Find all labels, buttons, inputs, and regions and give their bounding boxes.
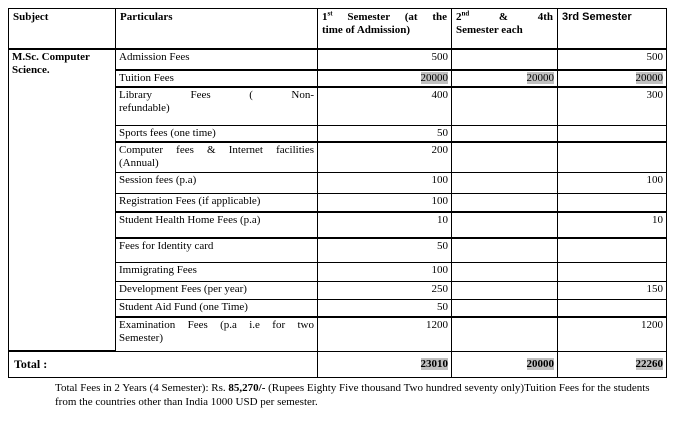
sem3-value: 150 — [557, 280, 667, 300]
total-amount: 85,270/- — [228, 382, 266, 394]
particulars-cell: Computer fees & Internet facilities (Ann… — [115, 141, 318, 173]
sem3-value: 20000 — [557, 69, 667, 88]
col-header-subject-label: Subject — [13, 11, 49, 23]
sem1-value: 50 — [317, 298, 452, 318]
fee-structure-table: Subject Particulars 1st Semester (at the… — [8, 8, 667, 378]
total-label: Total : — [14, 356, 48, 371]
subject-cell: M.Sc. Computer Science. — [8, 48, 116, 352]
sem1-value: 400 — [317, 86, 452, 126]
total-sem3: 22260 — [557, 350, 667, 378]
sem3-value: 1200 — [557, 316, 667, 352]
highlighted-value: 20000 — [526, 71, 554, 84]
particulars-cell: Session fees (p.a) — [115, 171, 318, 194]
table-header-row: Subject Particulars 1st Semester (at the… — [8, 8, 667, 50]
sem3-value — [557, 141, 667, 173]
sem1-value: 200 — [317, 141, 452, 173]
ordinal-superscript: nd — [461, 9, 470, 18]
sem1-value: 500 — [317, 48, 452, 71]
particulars-cell: Fees for Identity card — [115, 237, 318, 263]
sem1-value: 100 — [317, 192, 452, 213]
col-header-sem2-line1: 2nd & 4th — [456, 9, 553, 23]
sem1-value: 10 — [317, 211, 452, 239]
sem1-value: 100 — [317, 171, 452, 194]
col-header-sem1-line1: 1st Semester (at the — [322, 9, 447, 23]
sem2-value — [451, 211, 558, 239]
table-row: Tuition Fees 20000 20000 20000 — [9, 69, 667, 88]
col-header-sem3-label: 3rd Semester — [562, 11, 632, 23]
sem3-value: 300 — [557, 86, 667, 126]
footer-line2: from the countries other than India 1000… — [55, 396, 318, 408]
total-label-cell: Total : — [8, 350, 318, 378]
col-header-sem1-line2: time of Admission) — [322, 24, 410, 36]
col-header-sem1: 1st Semester (at the time of Admission) — [317, 8, 452, 50]
particulars-cell: Examination Fees (p.a i.e for two Semest… — [115, 316, 318, 352]
sem3-value — [557, 237, 667, 263]
sem2-value — [451, 280, 558, 300]
table-row: Library Fees ( Non- refundable) 400 300 — [9, 86, 667, 126]
sem3-value: 10 — [557, 211, 667, 239]
ordinal-superscript: st — [327, 9, 333, 18]
table-row: Student Health Home Fees (p.a) 10 10 — [9, 211, 667, 239]
col-header-sem2: 2nd & 4th Semester each — [451, 8, 558, 50]
total-sem2: 20000 — [451, 350, 558, 378]
total-sem1: 23010 — [317, 350, 452, 378]
sem1-value: 250 — [317, 280, 452, 300]
sem2-value — [451, 171, 558, 194]
footer-line1: Total Fees in 2 Years (4 Semester): Rs. … — [55, 382, 650, 394]
table-row: Computer fees & Internet facilities (Ann… — [9, 141, 667, 173]
total-row: Total : 23010 20000 22260 — [8, 350, 667, 378]
footer-note: Total Fees in 2 Years (4 Semester): Rs. … — [55, 381, 667, 409]
sem1-value: 50 — [317, 237, 452, 263]
sem2-value — [451, 125, 558, 143]
sem2-value — [451, 192, 558, 213]
table-row: Examination Fees (p.a i.e for two Semest… — [9, 316, 667, 352]
sem2-value — [451, 48, 558, 71]
sem3-value: 100 — [557, 171, 667, 194]
table-row: Registration Fees (if applicable) 100 — [9, 192, 667, 213]
sem3-value — [557, 298, 667, 318]
col-header-subject: Subject — [8, 8, 116, 50]
sem2-value — [451, 86, 558, 126]
particulars-cell: Student Health Home Fees (p.a) — [115, 211, 318, 239]
sem2-value — [451, 298, 558, 318]
table-row: Student Aid Fund (one Time) 50 — [9, 298, 667, 318]
particulars-cell: Immigrating Fees — [115, 261, 318, 282]
sem3-value — [557, 125, 667, 143]
col-header-particulars: Particulars — [115, 8, 318, 50]
sem3-value — [557, 261, 667, 282]
highlighted-total: 22260 — [635, 357, 663, 370]
col-header-particulars-label: Particulars — [120, 11, 173, 23]
sem1-value: 20000 — [317, 69, 452, 88]
table-row: M.Sc. Computer Science. Admission Fees 5… — [8, 48, 667, 352]
sem3-value: 500 — [557, 48, 667, 71]
table-row: Development Fees (per year) 250 150 — [9, 280, 667, 300]
particulars-cell: Student Aid Fund (one Time) — [115, 298, 318, 318]
highlighted-value: 20000 — [635, 71, 663, 84]
highlighted-value: 20000 — [420, 71, 448, 84]
col-header-sem3: 3rd Semester — [557, 8, 667, 50]
highlighted-total: 20000 — [526, 357, 554, 370]
particulars-cell: Library Fees ( Non- refundable) — [115, 86, 318, 126]
sem2-value — [451, 237, 558, 263]
sem2-value — [451, 261, 558, 282]
particulars-cell: Development Fees (per year) — [115, 280, 318, 300]
subject-value: M.Sc. Computer Science. — [12, 50, 90, 76]
sem1-value: 1200 — [317, 316, 452, 352]
sem2-value: 20000 — [451, 69, 558, 88]
sem2-value — [451, 316, 558, 352]
sem2-value — [451, 141, 558, 173]
particulars-cell: Sports fees (one time) — [115, 125, 318, 143]
sem1-value: 100 — [317, 261, 452, 282]
particulars-cell: Tuition Fees — [115, 69, 318, 88]
table-row: Sports fees (one time) 50 — [9, 125, 667, 143]
particulars-cell: Registration Fees (if applicable) — [115, 192, 318, 213]
sem1-value: 50 — [317, 125, 452, 143]
col-header-sem2-line2: Semester each — [456, 24, 523, 36]
sem3-value — [557, 192, 667, 213]
highlighted-total: 23010 — [420, 357, 448, 370]
particulars-cell: Admission Fees — [115, 48, 318, 71]
